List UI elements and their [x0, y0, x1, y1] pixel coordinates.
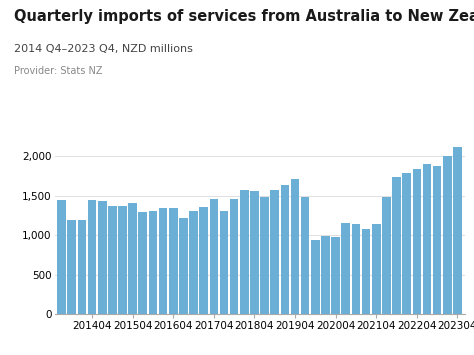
- Bar: [149, 211, 157, 314]
- Bar: [210, 200, 218, 314]
- Bar: [138, 212, 147, 314]
- Bar: [443, 157, 452, 314]
- Bar: [128, 203, 137, 314]
- Bar: [230, 198, 238, 314]
- Bar: [412, 169, 421, 314]
- Bar: [392, 177, 401, 314]
- Bar: [67, 220, 76, 314]
- Bar: [402, 173, 411, 314]
- Bar: [352, 224, 360, 314]
- Bar: [281, 185, 289, 314]
- Bar: [291, 179, 300, 314]
- Text: 2014 Q4–2023 Q4, NZD millions: 2014 Q4–2023 Q4, NZD millions: [14, 44, 193, 54]
- Bar: [118, 207, 127, 314]
- Bar: [260, 197, 269, 314]
- Bar: [88, 200, 96, 314]
- Bar: [219, 211, 228, 314]
- Bar: [159, 208, 167, 314]
- Bar: [169, 208, 178, 314]
- Bar: [301, 197, 310, 314]
- Bar: [341, 223, 350, 314]
- Text: figure.nz: figure.nz: [384, 14, 443, 27]
- Bar: [200, 207, 208, 314]
- Bar: [423, 164, 431, 314]
- Text: Provider: Stats NZ: Provider: Stats NZ: [14, 66, 103, 76]
- Bar: [57, 200, 66, 314]
- Bar: [240, 190, 248, 314]
- Bar: [311, 240, 319, 314]
- Bar: [189, 211, 198, 314]
- Bar: [321, 236, 330, 314]
- Bar: [179, 218, 188, 314]
- Bar: [433, 166, 441, 314]
- Text: Quarterly imports of services from Australia to New Zealand: Quarterly imports of services from Austr…: [14, 9, 474, 24]
- Bar: [331, 237, 340, 314]
- Bar: [108, 206, 117, 314]
- Bar: [271, 190, 279, 314]
- Bar: [78, 219, 86, 314]
- Bar: [98, 201, 107, 314]
- Bar: [372, 224, 381, 314]
- Bar: [453, 147, 462, 314]
- Bar: [250, 191, 259, 314]
- Bar: [362, 229, 370, 314]
- Bar: [382, 197, 391, 314]
